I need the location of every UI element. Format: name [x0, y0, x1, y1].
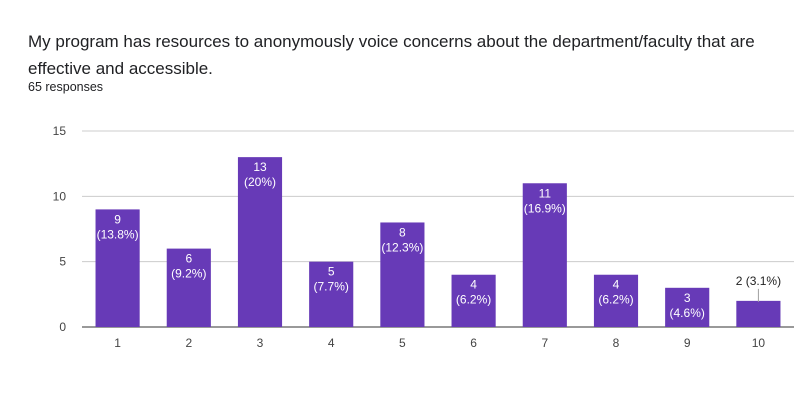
- x-tick-label: 8: [613, 336, 620, 350]
- y-tick-label: 15: [53, 124, 67, 138]
- data-label: (16.9%): [524, 201, 566, 215]
- data-label: (7.7%): [314, 280, 349, 294]
- y-tick-label: 0: [59, 320, 66, 334]
- x-tick-label: 1: [114, 336, 121, 350]
- x-tick-label: 3: [257, 336, 264, 350]
- bar[interactable]: [736, 300, 781, 327]
- data-label: 5: [328, 265, 335, 279]
- data-label: 3: [684, 291, 691, 305]
- x-tick-label: 4: [328, 336, 335, 350]
- bar[interactable]: [451, 274, 496, 327]
- bar[interactable]: [166, 248, 211, 327]
- data-label: (6.2%): [456, 293, 491, 307]
- data-label: 2 (3.1%): [736, 274, 781, 288]
- y-tick-label: 5: [59, 255, 66, 269]
- x-tick-label: 6: [470, 336, 477, 350]
- bar[interactable]: [95, 209, 140, 327]
- data-label: 8: [399, 225, 406, 239]
- data-label: 4: [470, 278, 477, 292]
- data-label: 13: [253, 160, 267, 174]
- question-title: My program has resources to anonymously …: [28, 32, 755, 78]
- data-label: 6: [185, 252, 192, 266]
- x-tick-label: 9: [684, 336, 691, 350]
- response-count: 65 responses: [28, 80, 104, 94]
- data-label: (12.3%): [381, 240, 423, 254]
- bar[interactable]: [522, 183, 567, 327]
- bar[interactable]: [593, 274, 639, 327]
- bar[interactable]: [237, 157, 283, 327]
- data-label: 4: [613, 278, 620, 292]
- data-label: (20%): [244, 175, 276, 189]
- bar[interactable]: [380, 222, 425, 327]
- bar[interactable]: [309, 261, 354, 327]
- x-tick-label: 7: [541, 336, 548, 350]
- data-label: (13.8%): [97, 227, 139, 241]
- data-label: (9.2%): [171, 267, 206, 281]
- x-tick-label: 10: [752, 336, 766, 350]
- bar[interactable]: [665, 287, 710, 327]
- data-label: 11: [539, 186, 552, 200]
- data-label: 9: [114, 212, 121, 226]
- x-tick-label: 5: [399, 336, 406, 350]
- data-label: (4.6%): [670, 306, 705, 320]
- y-tick-label: 10: [53, 189, 67, 203]
- data-label: (6.2%): [598, 293, 633, 307]
- x-tick-label: 2: [185, 336, 192, 350]
